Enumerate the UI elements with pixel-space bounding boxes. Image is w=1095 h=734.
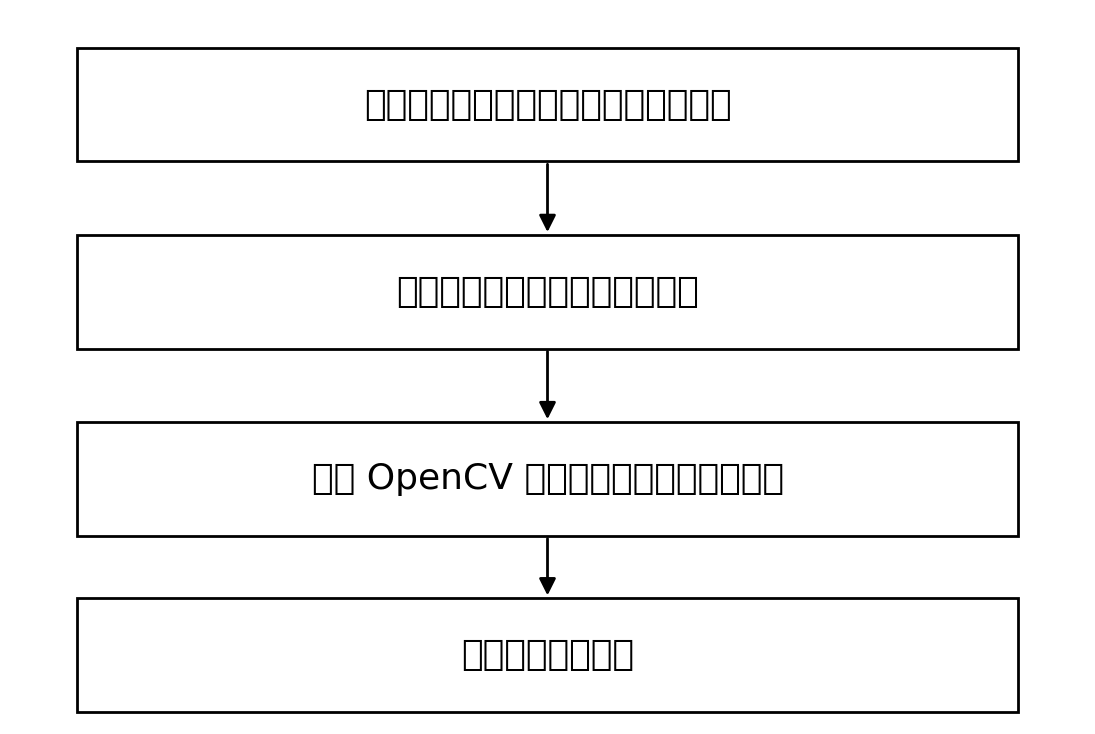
Text: 得到头像相册中图像的年龄标签: 得到头像相册中图像的年龄标签: [396, 275, 699, 309]
FancyBboxPatch shape: [77, 422, 1018, 536]
FancyBboxPatch shape: [77, 598, 1018, 712]
Text: 使用 OpenCV 对图像进行人脸识别和剪裁: 使用 OpenCV 对图像进行人脸识别和剪裁: [311, 462, 784, 496]
Text: 获取人人网用户的头像相册的全部图像: 获取人人网用户的头像相册的全部图像: [364, 87, 731, 122]
FancyBboxPatch shape: [77, 235, 1018, 349]
FancyBboxPatch shape: [77, 48, 1018, 161]
Text: 人工滤除噪声数据: 人工滤除噪声数据: [461, 638, 634, 672]
